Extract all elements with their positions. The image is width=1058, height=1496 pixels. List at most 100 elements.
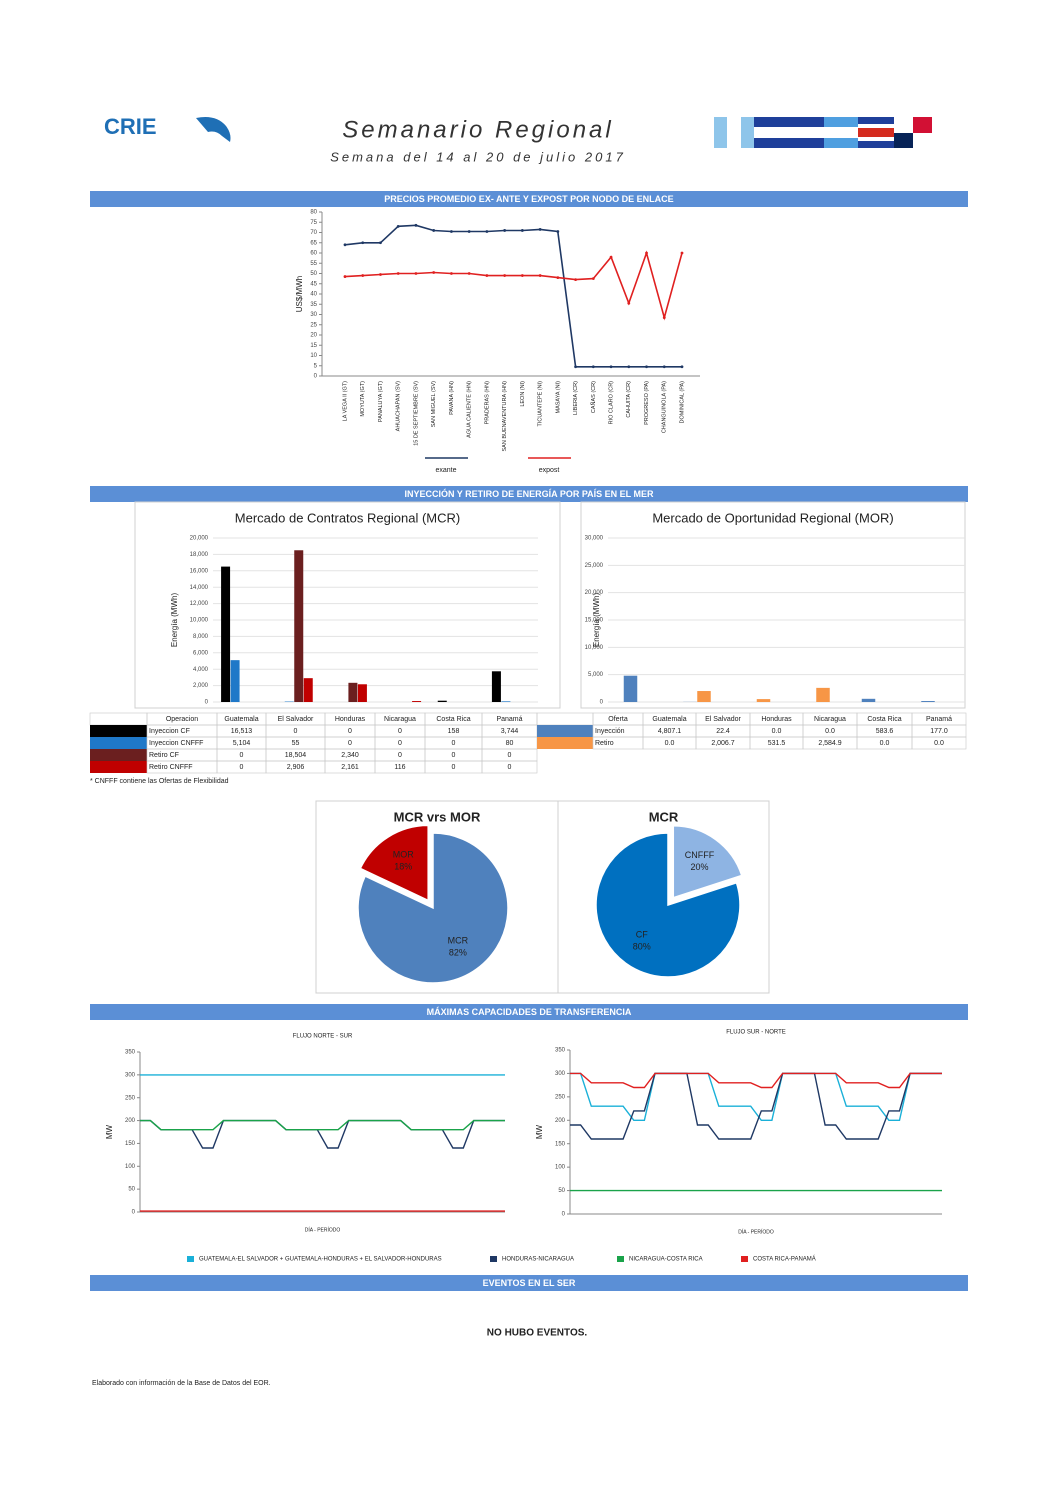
pie-slice <box>357 832 509 984</box>
y-tick-label: 350 <box>555 1048 566 1054</box>
bar <box>491 671 501 702</box>
doc-subtitle: Semana del 14 al 20 de julio 2017 <box>330 149 626 164</box>
y-tick-label: 350 <box>125 1050 136 1056</box>
legend-swatch <box>187 1256 194 1262</box>
y-tick-label: 5 <box>314 363 318 369</box>
y-tick-label: 0 <box>600 700 604 706</box>
y-tick-label: 30,000 <box>585 536 604 542</box>
table-header: Costa Rica <box>436 716 470 723</box>
table-header: Oferta <box>608 716 628 723</box>
point <box>627 301 631 305</box>
series-line <box>570 1072 942 1140</box>
y-tick-label: 45 <box>310 281 317 287</box>
events-text: NO HUBO EVENTOS. <box>487 1328 588 1339</box>
bar <box>412 701 422 702</box>
flag <box>790 127 824 138</box>
x-axis-label: DÍA - PERÍODO <box>738 1228 774 1235</box>
table-value: 0.0 <box>934 740 944 747</box>
x-tick-label: RIO CLARO (CR) <box>609 381 615 425</box>
y-tick-label: 300 <box>125 1072 136 1078</box>
x-tick-label: DOMINICAL (PA) <box>679 381 685 424</box>
y-tick-label: 30 <box>310 312 317 318</box>
x-tick-label: MOYUTA (GT) <box>360 381 366 417</box>
point <box>627 365 631 369</box>
point <box>662 365 666 369</box>
table-header: Guatemala <box>652 716 686 723</box>
table-header: Guatemala <box>224 716 258 723</box>
x-axis-label: DÍA - PERÍODO <box>305 1226 341 1233</box>
x-tick-label: LIBERIA (CR) <box>573 381 579 415</box>
row-label: Retiro CNFFF <box>149 764 193 771</box>
bar <box>230 660 240 702</box>
y-tick-label: 12,000 <box>190 601 209 607</box>
table-value: 0 <box>294 728 298 735</box>
table-note: * CNFFF contiene las Ofertas de Flexibil… <box>90 778 229 785</box>
point <box>361 241 365 245</box>
y-tick-label: 70 <box>310 230 317 236</box>
table-value: 16,513 <box>231 728 253 735</box>
logo-map <box>196 117 231 142</box>
series-line <box>570 1072 942 1121</box>
slice-value: 18% <box>394 862 412 872</box>
chart-title: Mercado de Oportunidad Regional (MOR) <box>652 510 893 525</box>
y-tick-label: 6,000 <box>193 650 209 656</box>
y-tick-label: 50 <box>558 1188 565 1194</box>
x-tick-label: CHANGUINOLA (PA) <box>662 381 668 433</box>
slice-label: CNFFF <box>685 850 715 860</box>
table-value: 531.5 <box>768 740 786 747</box>
point <box>680 365 684 369</box>
table-value: 0 <box>240 764 244 771</box>
section-title: PRECIOS PROMEDIO EX- ANTE Y EXPOST POR N… <box>384 194 673 204</box>
pie-slice <box>595 832 741 978</box>
bar <box>861 698 876 702</box>
point <box>343 275 347 278</box>
point <box>343 243 347 247</box>
point <box>361 274 365 277</box>
table-value: 0.0 <box>825 728 835 735</box>
row-label: Retiro <box>595 740 614 747</box>
y-tick-label: 150 <box>125 1141 136 1147</box>
x-tick-label: PANALUYA (GT) <box>378 381 384 422</box>
point <box>538 228 542 231</box>
point <box>574 365 577 369</box>
y-axis-label: Energía (MWh) <box>592 593 601 648</box>
table-value: 0.0 <box>772 728 782 735</box>
row-label: Inyección <box>595 728 625 735</box>
point <box>680 251 684 255</box>
series-line <box>570 1072 942 1089</box>
table-header: El Salvador <box>278 716 314 723</box>
y-tick-label: 18,000 <box>190 552 209 558</box>
point <box>609 255 613 259</box>
legend-label: HONDURAS-NICARAGUA <box>502 1257 574 1263</box>
table-value: 158 <box>448 728 460 735</box>
y-tick-label: 25 <box>310 322 317 328</box>
doc-title: Semanario Regional <box>342 116 613 143</box>
legend-swatch <box>90 737 147 749</box>
point <box>396 272 400 275</box>
table-cell <box>911 736 967 750</box>
x-tick-label: CAÑAS (CR) <box>590 381 597 413</box>
table-value: 0.0 <box>880 740 890 747</box>
table-value: 0 <box>348 728 352 735</box>
chart-frame <box>580 501 966 709</box>
table-header: Operacion <box>166 716 198 723</box>
x-tick-label: PAVANA (HN) <box>449 381 455 415</box>
x-tick-label: MASAYA (NI) <box>555 381 561 414</box>
y-tick-label: 300 <box>555 1071 566 1077</box>
flag <box>894 133 913 148</box>
y-tick-label: 55 <box>310 261 317 267</box>
table-header: Honduras <box>761 716 792 723</box>
table-value: 0 <box>508 764 512 771</box>
bar <box>294 550 304 702</box>
y-tick-label: 0 <box>132 1210 136 1216</box>
table-value: 80 <box>506 740 514 747</box>
y-tick-label: 15 <box>310 343 317 349</box>
section-title: EVENTOS EN EL SER <box>483 1278 576 1288</box>
y-axis-label: Energía (MWh) <box>170 593 179 648</box>
point <box>645 251 648 255</box>
y-tick-label: 200 <box>555 1118 566 1124</box>
section-title: INYECCIÓN Y RETIRO DE ENERGÍA POR PAÍS E… <box>404 488 654 499</box>
chart-title: MCR <box>649 809 679 824</box>
legend-label: GUATEMALA-EL SALVADOR + GUATEMALA-HONDUR… <box>199 1257 442 1263</box>
